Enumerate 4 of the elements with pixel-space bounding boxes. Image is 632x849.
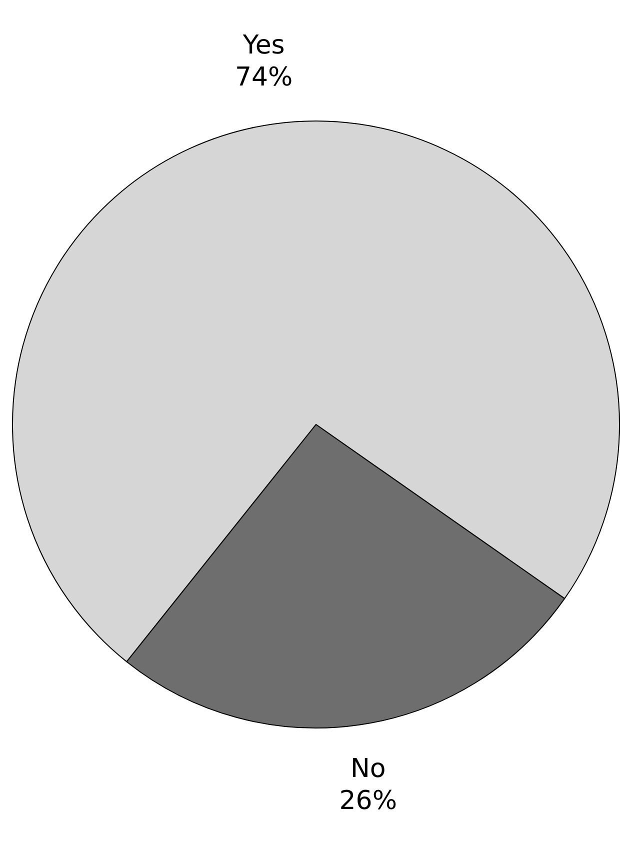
data-label: 26% <box>339 786 398 816</box>
slice-label: Yes <box>242 30 285 60</box>
slice-label: No <box>350 754 386 784</box>
data-label: 74% <box>234 62 293 92</box>
